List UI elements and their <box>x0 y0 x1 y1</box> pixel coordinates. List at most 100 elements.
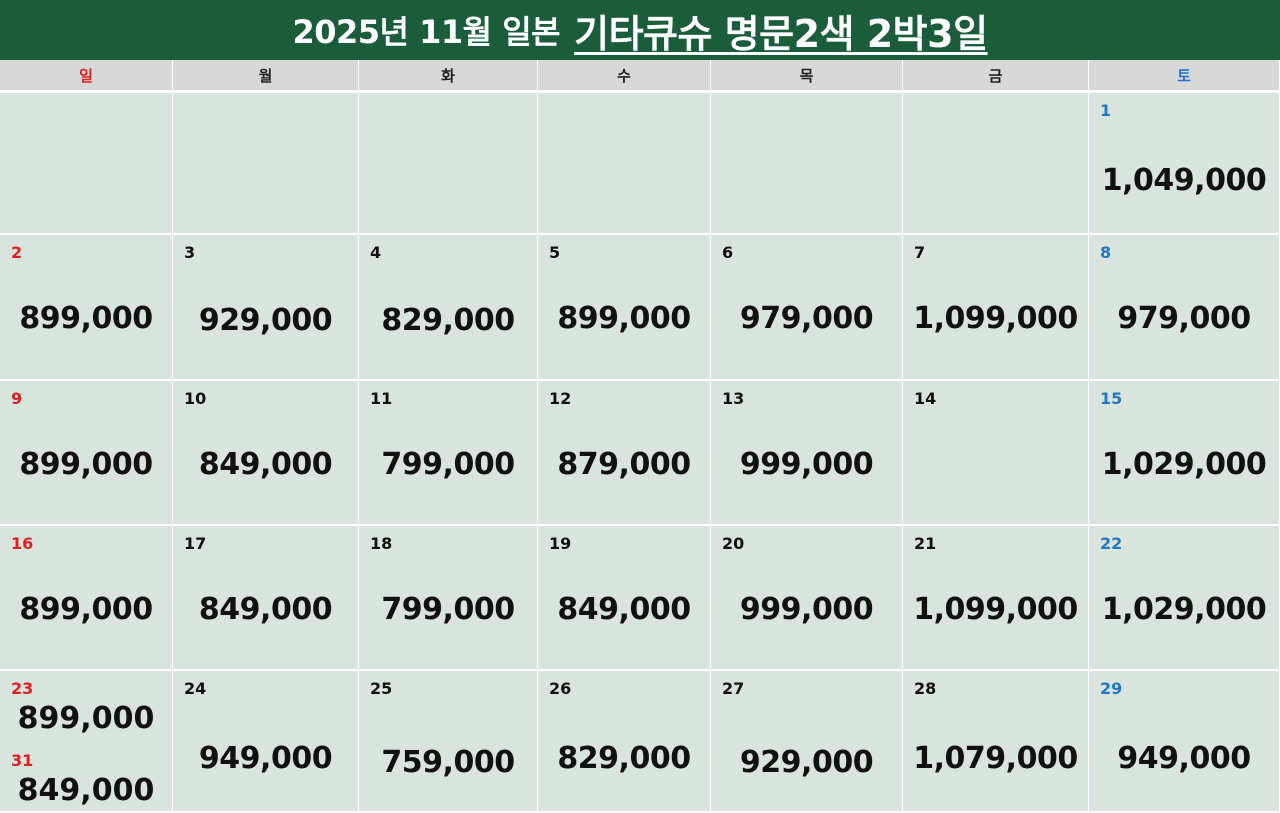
day-number: 11 <box>370 389 393 408</box>
day-cell: 17 849,000 <box>173 526 359 671</box>
day-price: 1,049,000 <box>1101 163 1267 198</box>
day-cell: 15 1,029,000 <box>1089 381 1280 526</box>
day-price: 879,000 <box>557 447 691 482</box>
day-price: 899,000 <box>19 447 153 482</box>
day-cell: 8 979,000 <box>1089 235 1280 381</box>
day-price: 1,099,000 <box>913 592 1078 627</box>
day-number-secondary: 31 <box>11 751 34 770</box>
day-price: 1,029,000 <box>1101 592 1267 627</box>
day-number: 2 <box>11 243 23 262</box>
day-price: 759,000 <box>381 745 515 780</box>
day-number: 25 <box>370 679 393 698</box>
weekday-monday: 월 <box>173 60 359 93</box>
day-number: 8 <box>1100 243 1112 262</box>
day-price: 899,000 <box>17 701 155 736</box>
calendar-header: 2025년 11월 일본 기타큐슈 명문2색 2박3일 <box>0 0 1280 60</box>
day-cell: 28 1,079,000 <box>903 671 1089 813</box>
day-number: 5 <box>549 243 561 262</box>
day-price: 979,000 <box>1117 301 1251 336</box>
day-number: 12 <box>549 389 572 408</box>
day-price: 899,000 <box>19 592 153 627</box>
day-cell: 6 979,000 <box>711 235 903 381</box>
day-cell: 2 899,000 <box>0 235 173 381</box>
day-cell: 13 999,000 <box>711 381 903 526</box>
day-price: 899,000 <box>557 301 691 336</box>
day-cell: 7 1,099,000 <box>903 235 1089 381</box>
day-cell: 1 1,049,000 <box>1089 93 1280 235</box>
day-number: 1 <box>1100 101 1112 120</box>
day-cell: 4 829,000 <box>359 235 538 381</box>
day-cell: 11 799,000 <box>359 381 538 526</box>
day-price: 929,000 <box>198 303 333 338</box>
day-cell: 23 899,000 31 849,000 <box>0 671 173 813</box>
title-main: 기타큐슈 명문2색 2박3일 <box>574 11 988 56</box>
day-price: 849,000 <box>198 447 333 482</box>
day-price: 849,000 <box>557 592 691 627</box>
day-price: 1,029,000 <box>1101 447 1267 482</box>
day-cell: 25 759,000 <box>359 671 538 813</box>
day-cell <box>903 93 1089 235</box>
day-number: 23 <box>11 679 34 698</box>
day-number: 3 <box>184 243 196 262</box>
day-price: 949,000 <box>198 741 333 776</box>
day-cell: 27 929,000 <box>711 671 903 813</box>
day-cell: 21 1,099,000 <box>903 526 1089 671</box>
day-price: 899,000 <box>19 301 153 336</box>
day-cell: 14 <box>903 381 1089 526</box>
day-number: 13 <box>722 389 745 408</box>
day-price: 829,000 <box>557 741 691 776</box>
day-cell <box>359 93 538 235</box>
day-cell: 5 899,000 <box>538 235 711 381</box>
day-cell <box>711 93 903 235</box>
day-cell: 29 949,000 <box>1089 671 1280 813</box>
day-cell: 20 999,000 <box>711 526 903 671</box>
day-price: 799,000 <box>381 592 515 627</box>
day-number: 16 <box>11 534 34 553</box>
day-number: 29 <box>1100 679 1123 698</box>
day-number: 6 <box>722 243 734 262</box>
day-cell: 10 849,000 <box>173 381 359 526</box>
day-number: 19 <box>549 534 572 553</box>
day-cell: 22 1,029,000 <box>1089 526 1280 671</box>
day-price: 949,000 <box>1117 741 1251 776</box>
weekday-tuesday: 화 <box>359 60 538 93</box>
day-number: 7 <box>914 243 926 262</box>
day-number: 24 <box>184 679 207 698</box>
day-number: 22 <box>1100 534 1123 553</box>
day-price-secondary: 849,000 <box>17 773 155 808</box>
day-number: 4 <box>370 243 382 262</box>
day-price: 849,000 <box>198 592 333 627</box>
weekday-thursday: 목 <box>711 60 903 93</box>
day-number: 27 <box>722 679 745 698</box>
day-number: 14 <box>914 389 937 408</box>
day-number: 9 <box>11 389 23 408</box>
day-cell: 26 829,000 <box>538 671 711 813</box>
day-price: 829,000 <box>381 303 515 338</box>
weekday-friday: 금 <box>903 60 1089 93</box>
day-price: 999,000 <box>739 592 874 627</box>
weekday-wednesday: 수 <box>538 60 711 93</box>
day-number: 28 <box>914 679 937 698</box>
day-number: 15 <box>1100 389 1123 408</box>
day-number: 18 <box>370 534 393 553</box>
day-cell <box>538 93 711 235</box>
day-number: 10 <box>184 389 207 408</box>
day-price: 979,000 <box>739 301 874 336</box>
day-price: 999,000 <box>739 447 874 482</box>
day-number: 20 <box>722 534 745 553</box>
title-prefix: 2025년 11월 일본 <box>292 13 561 51</box>
weekday-sunday: 일 <box>0 60 173 93</box>
day-cell: 16 899,000 <box>0 526 173 671</box>
day-price: 1,079,000 <box>913 741 1078 776</box>
day-cell: 18 799,000 <box>359 526 538 671</box>
day-number: 21 <box>914 534 937 553</box>
day-price: 929,000 <box>739 745 874 780</box>
day-cell <box>173 93 359 235</box>
day-number: 26 <box>549 679 572 698</box>
price-calendar: 일 월 화 수 목 금 토 1 1,049,000 2 899,000 3 929,0… <box>0 60 1280 813</box>
day-cell: 12 879,000 <box>538 381 711 526</box>
day-cell: 9 899,000 <box>0 381 173 526</box>
day-cell <box>0 93 173 235</box>
day-price: 1,099,000 <box>913 301 1078 336</box>
day-cell: 19 849,000 <box>538 526 711 671</box>
